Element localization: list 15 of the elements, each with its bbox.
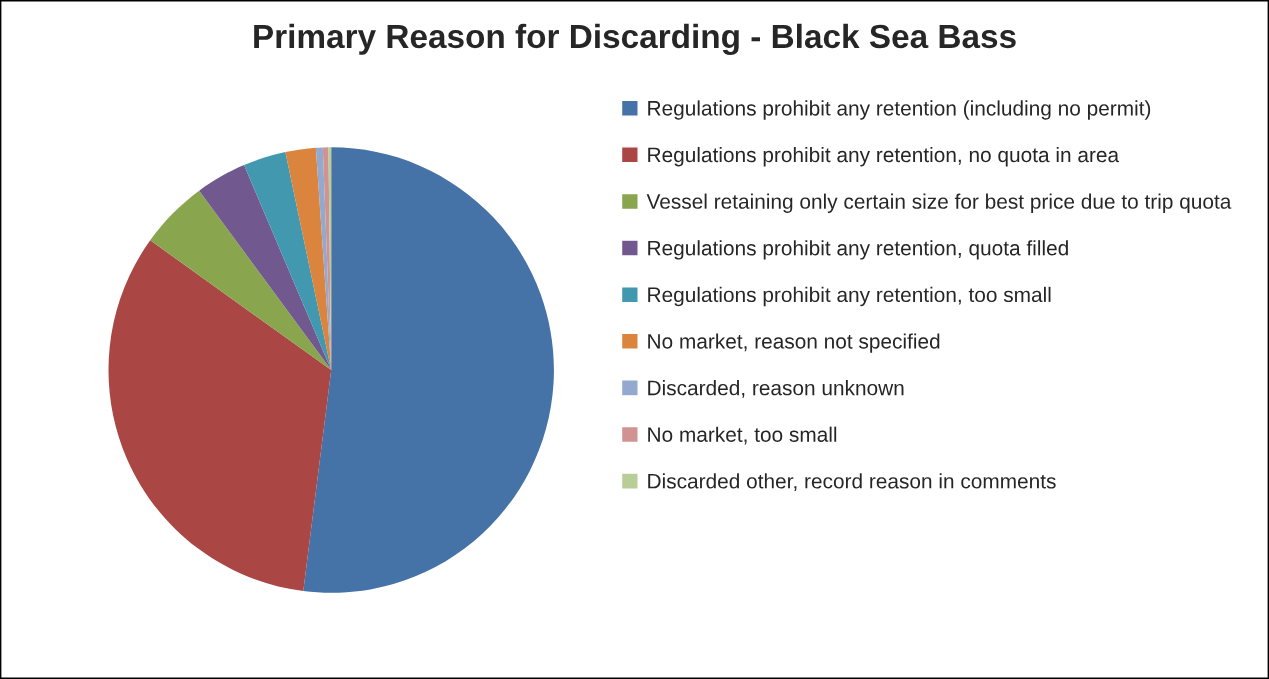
chart-title: Primary Reason for Discarding - Black Sea Bass (254, 23, 1016, 55)
legend-label: Discarded other, record reason in comments (648, 473, 1056, 492)
pie-slice (150, 190, 332, 371)
legend-label: Regulations prohibit any retention, too small (648, 286, 1051, 307)
legend-label: No market, reason not specified (648, 333, 940, 353)
legend-label: No market, too small (648, 426, 837, 445)
legend-label: Regulations prohibit any retention (including no permit) (648, 100, 1151, 120)
legend-label: Vessel retaining only certain size for best price due to trip quota (646, 193, 1232, 213)
pie-slice (199, 165, 332, 371)
legend-label: Regulations prohibit any retention, quota filled (648, 240, 1068, 260)
pie-slice (108, 240, 332, 592)
pie-slice (303, 147, 554, 593)
legend-label: Regulations prohibit any retention, no quota in area (648, 146, 1120, 167)
legend-label: Discarded, reason unknown (648, 380, 904, 398)
pie-slice (244, 152, 332, 371)
